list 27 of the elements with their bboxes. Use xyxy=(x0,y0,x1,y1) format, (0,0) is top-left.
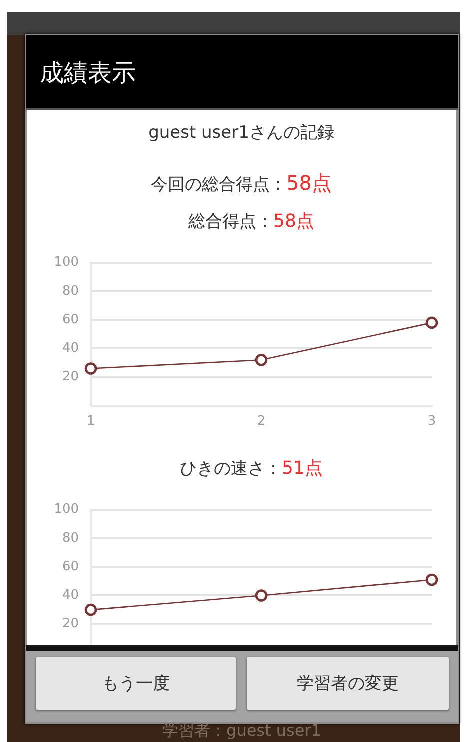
point xyxy=(84,362,98,375)
point xyxy=(426,574,438,586)
y-tick-label: 40 xyxy=(62,588,79,604)
text: 今回の総合得点 : 58点 xyxy=(151,171,332,195)
y-tick-label: 20 xyxy=(62,616,79,632)
y-tick-label: 100 xyxy=(54,502,79,518)
point xyxy=(84,604,98,616)
y-tick-label: 40 xyxy=(62,341,79,356)
text: もう一度 xyxy=(36,657,236,710)
y-tick-label: 60 xyxy=(62,559,79,574)
y-tick-label: 100 xyxy=(54,255,79,270)
y-tick-label: 80 xyxy=(62,284,79,299)
x-tick-label: 3 xyxy=(428,414,436,430)
text: 学習者：guest user1 xyxy=(162,721,322,741)
y-tick-label: 20 xyxy=(62,370,79,385)
x-tick-label: 2 xyxy=(257,414,266,430)
text: guest user1さんの記録 xyxy=(148,122,336,143)
y-tick-label: 60 xyxy=(62,312,79,328)
point xyxy=(255,590,268,602)
y-tick-label: 80 xyxy=(62,530,79,546)
x-tick-label: 1 xyxy=(86,414,96,430)
text: 成績表示 xyxy=(40,58,136,87)
text: 学習者の変更 xyxy=(247,657,449,710)
chart-title: 総合得点：58点 xyxy=(188,211,314,232)
point xyxy=(255,354,268,366)
chart-title: ひきの速さ：51点 xyxy=(180,458,323,479)
point xyxy=(426,316,438,330)
